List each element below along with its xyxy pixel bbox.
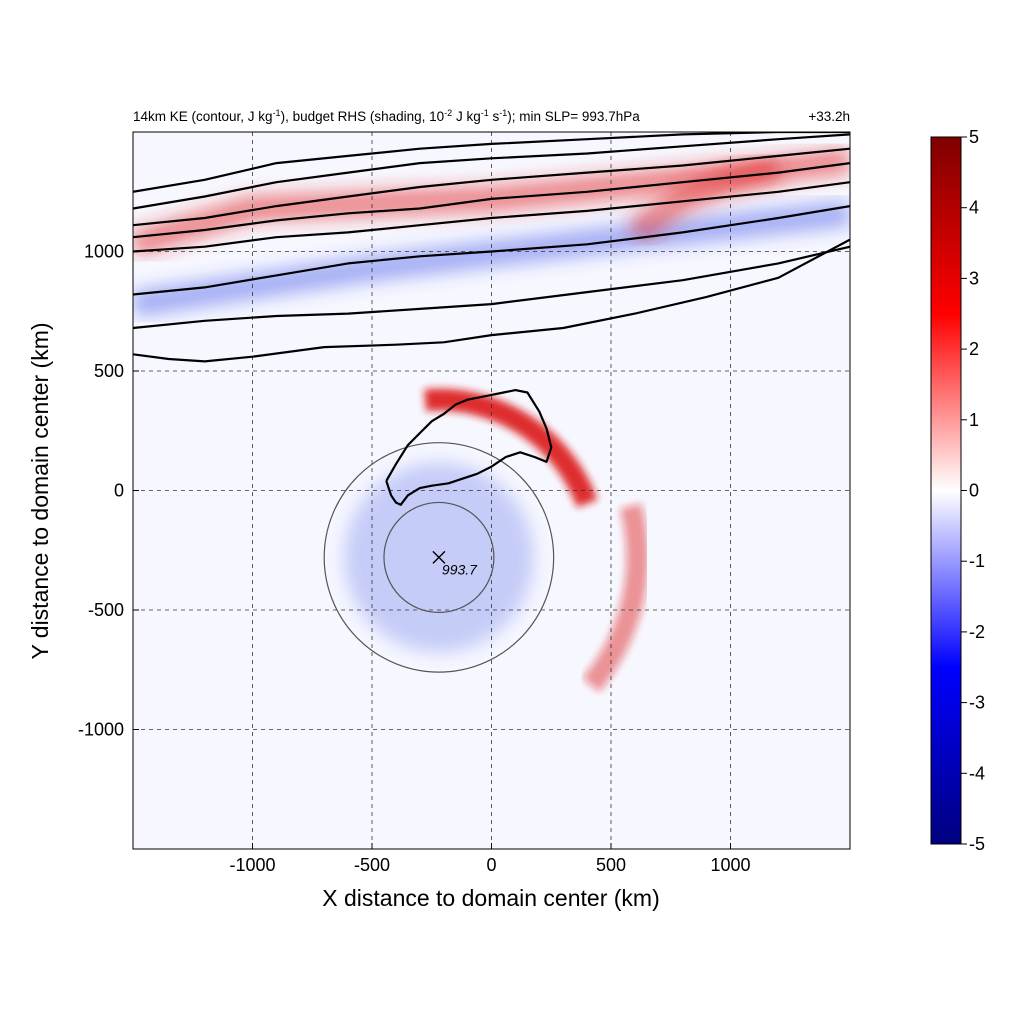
colorbar-tick-label: -1 — [969, 551, 985, 571]
y-tick-label: 0 — [114, 481, 124, 501]
colorbar-tick-label: 4 — [969, 198, 979, 218]
title-part-5: ); min SLP= 993.7hPa — [507, 109, 640, 124]
colorbar-tick-label: 3 — [969, 268, 979, 288]
ke-contour — [133, 181, 850, 253]
colorbar-gradient — [930, 136, 962, 845]
colorbar: 5 4 3 2 1 0 -1 -2 -3 -4 -5 — [930, 127, 985, 854]
x-tick-label: 1000 — [710, 855, 750, 875]
colorbar-tick-label: -5 — [969, 834, 985, 854]
title-sup-3: -1 — [481, 108, 489, 118]
x-tick-label: -500 — [354, 855, 390, 875]
plot-area: 993.7 — [133, 132, 850, 849]
colorbar-tick-label: 0 — [969, 481, 979, 501]
colorbar-tick-label: -4 — [969, 763, 985, 783]
ke-contour — [133, 133, 850, 210]
title-sup-1: -1 — [273, 108, 281, 118]
x-axis-title: X distance to domain center (km) — [322, 885, 659, 911]
ke-contour — [133, 162, 850, 239]
ke-contour — [133, 245, 850, 330]
x-axis: -1000 -500 0 500 1000 — [229, 843, 751, 875]
rhs-jet-streak — [627, 155, 782, 244]
title-sup-4: -1 — [499, 108, 507, 118]
forecast-time-label: +33.2h — [808, 109, 850, 124]
range-ring-layer — [323, 442, 555, 673]
title-part-3: J kg — [452, 109, 481, 124]
y-tick-label: -1000 — [78, 720, 124, 740]
range-ring — [383, 501, 495, 613]
storm-center-layer: 993.7 — [432, 550, 478, 577]
y-axis: 1000 500 0 -500 -1000 — [78, 242, 139, 740]
y-tick-label: -500 — [88, 600, 124, 620]
rhs-positive-band — [424, 388, 598, 508]
storm-center-marker — [432, 550, 446, 564]
x-tick-label: 0 — [486, 855, 496, 875]
colorbar-tick-label: -2 — [969, 622, 985, 642]
y-axis-title: Y distance to domain center (km) — [27, 322, 53, 659]
colorbar-tick-label: 1 — [969, 410, 979, 430]
x-tick-label: 500 — [596, 855, 626, 875]
colorbar-tick-label: 5 — [969, 127, 979, 147]
y-tick-label: 500 — [94, 361, 124, 381]
colorbar-tick-label: 2 — [969, 339, 979, 359]
range-ring — [323, 442, 555, 673]
x-tick-label: -1000 — [229, 855, 275, 875]
ke-contour — [385, 389, 553, 506]
rhs-positive-band — [582, 503, 649, 692]
ke-contour — [133, 147, 850, 227]
chart-title: 14km KE (contour, J kg-1), budget RHS (s… — [133, 108, 640, 124]
colorbar-ticks: 5 4 3 2 1 0 -1 -2 -3 -4 -5 — [961, 127, 985, 854]
title-part-1: 14km KE (contour, J kg — [133, 109, 273, 124]
title-part-2: ), budget RHS (shading, 10 — [281, 109, 445, 124]
title-sup-2: -2 — [444, 108, 452, 118]
ke-contour-layer — [133, 132, 850, 506]
ke-contour — [133, 238, 850, 363]
y-tick-label: 1000 — [84, 242, 124, 262]
ke-contour — [133, 205, 850, 296]
title-part-4: s — [489, 109, 500, 124]
colorbar-tick-label: -3 — [969, 693, 985, 713]
ke-contour — [133, 132, 850, 193]
storm-center-label: 993.7 — [442, 561, 478, 577]
